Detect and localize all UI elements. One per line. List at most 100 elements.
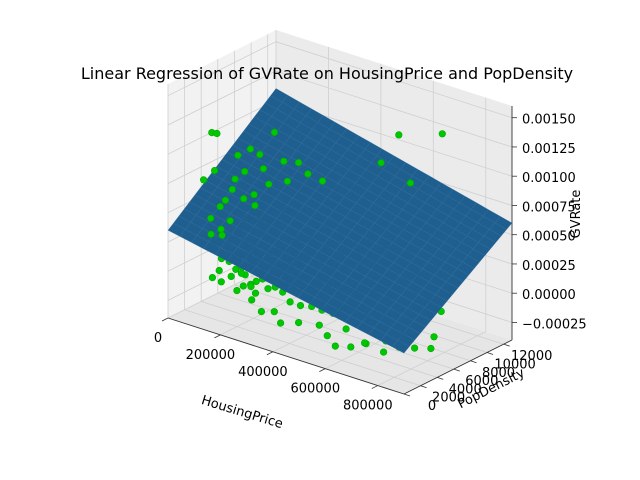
z-tick-label: −0.00025 [522,317,587,332]
z-tick-label: 0.00125 [522,142,576,157]
data-point [208,274,216,282]
data-point [259,165,268,173]
z-tick-label: 0.00075 [522,201,576,216]
grid-line-x [377,97,487,386]
x-tick-label: 400000 [238,365,288,380]
data-point [237,269,245,277]
y-axis-line [403,339,513,395]
points-front-surface [200,128,446,239]
data-point [406,179,415,187]
data-point [207,230,215,238]
data-point [215,266,223,275]
data-point [296,302,305,310]
z-axis-label: GVRate [569,190,584,239]
data-point [270,308,278,316]
data-point [377,159,385,167]
data-point [427,344,435,353]
data-point [265,180,273,188]
data-point [217,225,225,233]
data-point [218,231,226,239]
data-point [239,282,247,290]
y-tick-label: 12000 [511,349,552,364]
data-point [430,333,438,341]
data-point [246,145,254,153]
data-point [240,195,248,203]
data-point [280,157,288,165]
x-tick-label: 800000 [343,399,393,414]
x-tick-label: 600000 [290,382,340,397]
data-point [264,285,272,293]
data-point [250,191,258,199]
y-tick-mark [470,360,477,364]
data-point [283,177,292,185]
data-point [286,298,294,306]
data-point [221,196,229,204]
x-axis-line [167,317,405,395]
data-point [295,319,303,327]
x-tick-mark [161,317,169,322]
data-point [251,201,259,210]
y-tick-mark [437,377,444,380]
data-point [256,150,264,159]
grid-line-z [167,41,513,119]
data-point [411,344,419,352]
y-tick-mark [486,352,494,355]
z-tick-label: 0.00050 [522,230,576,245]
data-point [395,131,403,139]
grid-line-y [184,75,421,387]
x-tick-label: 200000 [186,348,236,363]
data-point [251,289,260,297]
chart-title: Linear Regression of GVRate on HousingPr… [81,64,573,83]
data-point [207,214,215,222]
x-tick-mark [214,334,221,339]
data-point [304,170,312,178]
grid-line-z [167,70,513,148]
data-point [226,217,234,225]
regression-surface [167,88,513,354]
x-tick-mark [319,368,326,373]
data-point [233,287,241,295]
data-point [331,342,339,350]
data-point [216,203,224,211]
x-axis-label: HousingPrice [199,393,284,432]
data-point [277,319,285,327]
y-tick-label: 8000 [482,366,515,381]
data-point [315,321,323,329]
z-tick-label: 0.00025 [522,259,576,274]
y-tick-mark [503,343,510,347]
x-tick-label: 0 [154,331,162,346]
data-point [217,278,225,286]
grid-line-y [200,67,438,378]
data-point [234,151,242,159]
data-point [248,296,256,304]
data-point [213,129,221,138]
data-point [257,308,266,316]
data-point [438,130,446,138]
y-tick-label: 0 [428,399,436,414]
data-point [294,159,303,167]
y-tick-label: 4000 [449,382,482,397]
z-tick-label: 0.00100 [522,171,576,186]
data-point [270,128,279,136]
z-tick-label: 0.00150 [522,113,576,128]
surface-facet [494,216,513,230]
y-tick-label: 6000 [465,374,498,389]
data-point [211,167,219,175]
z-tick-label: 0.00000 [522,288,576,303]
data-point [323,332,331,340]
y-tick-label: 2000 [432,391,465,406]
x-tick-mark [371,385,378,389]
data-point [380,348,388,356]
y-tick-mark [420,385,427,389]
y-tick-mark [403,393,411,397]
data-point [241,168,249,176]
y-tick-label: 10000 [494,358,535,373]
x-tick-mark [266,351,274,356]
data-point [361,339,369,347]
data-point [232,265,240,273]
y-tick-mark [453,368,460,372]
data-point [347,343,355,351]
